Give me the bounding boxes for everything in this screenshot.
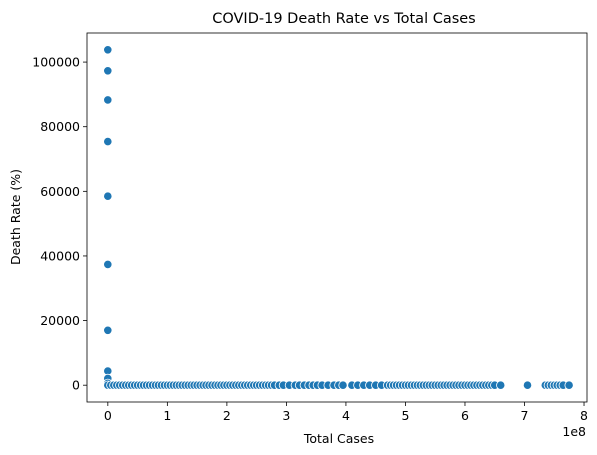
data-points <box>103 45 574 390</box>
x-ticks: 0 1 2 3 4 5 6 7 8 <box>104 402 588 423</box>
x-tick-label: 2 <box>223 408 231 423</box>
chart-title: COVID-19 Death Rate vs Total Cases <box>212 11 476 27</box>
x-tick-label: 0 <box>104 408 112 423</box>
data-point <box>103 66 113 76</box>
data-point <box>103 259 113 269</box>
x-axis-label: Total Cases <box>303 431 374 446</box>
x-tick-label: 1 <box>163 408 171 423</box>
data-point <box>103 325 113 335</box>
y-tick-label: 0 <box>72 378 80 393</box>
data-point <box>564 380 574 390</box>
data-point <box>496 380 506 390</box>
data-point <box>522 380 533 390</box>
x-tick-label: 3 <box>282 408 290 423</box>
x-tick-label: 4 <box>342 408 350 423</box>
data-point <box>103 95 113 105</box>
x-tick-label: 8 <box>580 408 588 423</box>
y-tick-label: 40000 <box>40 248 80 263</box>
plot-frame <box>86 32 588 403</box>
y-ticks: 0 20000 40000 60000 80000 100000 <box>32 55 87 393</box>
data-point <box>103 45 113 55</box>
data-point <box>338 380 348 390</box>
y-tick-label: 20000 <box>40 313 80 328</box>
data-point <box>103 137 113 147</box>
x-tick-label: 7 <box>521 408 529 423</box>
y-tick-label: 60000 <box>40 184 80 199</box>
y-axis-label: Death Rate (%) <box>8 169 23 265</box>
x-tick-label: 6 <box>461 408 469 423</box>
x-tick-label: 5 <box>401 408 409 423</box>
y-tick-label: 80000 <box>40 119 80 134</box>
data-point <box>103 191 113 201</box>
x-offset-label: 1e8 <box>562 424 586 439</box>
y-tick-label: 100000 <box>32 55 80 70</box>
